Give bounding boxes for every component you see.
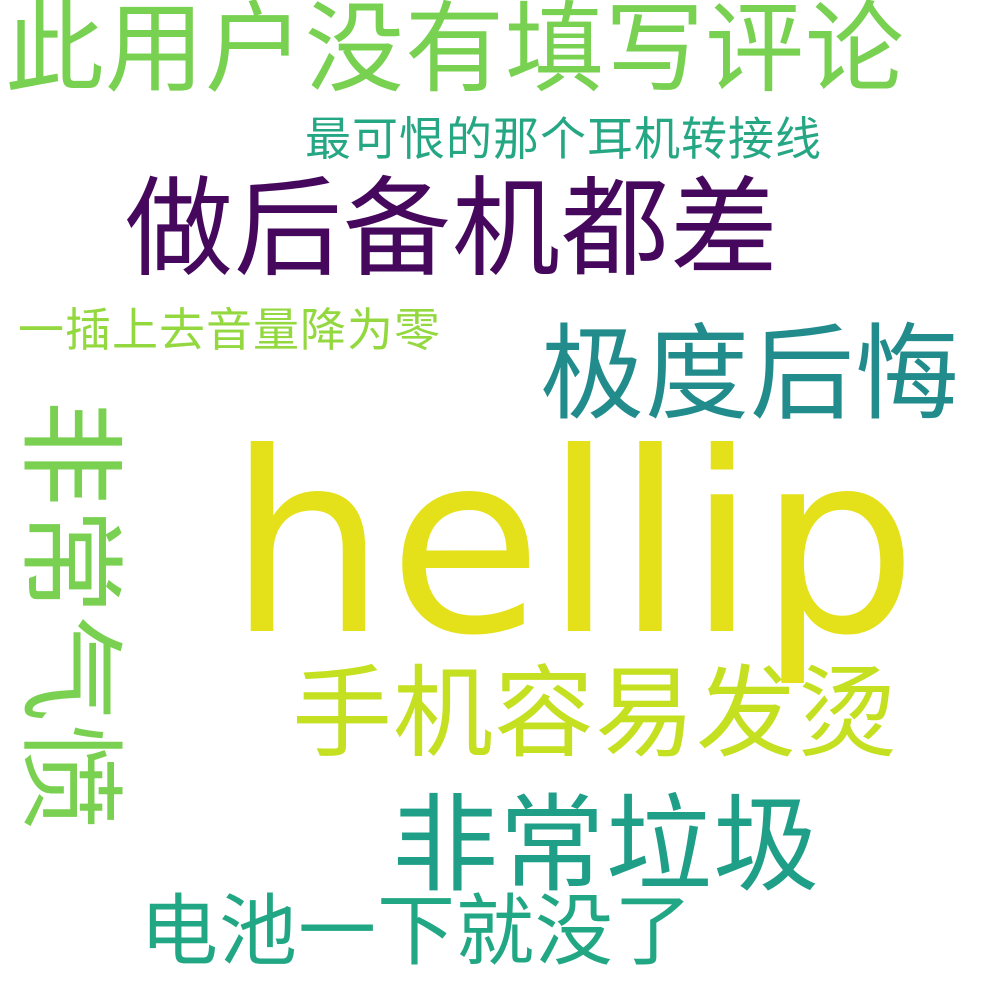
word-no-review-written: 此用户没有填写评论 (5, 0, 905, 107)
word-extreme-regret: 极度后悔 (540, 313, 961, 435)
word-hellip: hellip (228, 399, 920, 690)
word-very-rubbish: 非常垃圾 (392, 784, 820, 907)
word-headphone-adapter: 最可恨的那个耳机转接线 (305, 112, 822, 166)
word-volume-drops-to-zero: 一插上去音量降为零 (18, 303, 441, 357)
word-battery-drains-fast: 电池一下就没了 (140, 887, 694, 977)
word-bad-backup-phone: 做后备机都差 (125, 167, 780, 292)
word-very-angry: 非常气愤 (8, 400, 131, 832)
word-phone-overheats: 手机容易发烫 (292, 655, 898, 772)
